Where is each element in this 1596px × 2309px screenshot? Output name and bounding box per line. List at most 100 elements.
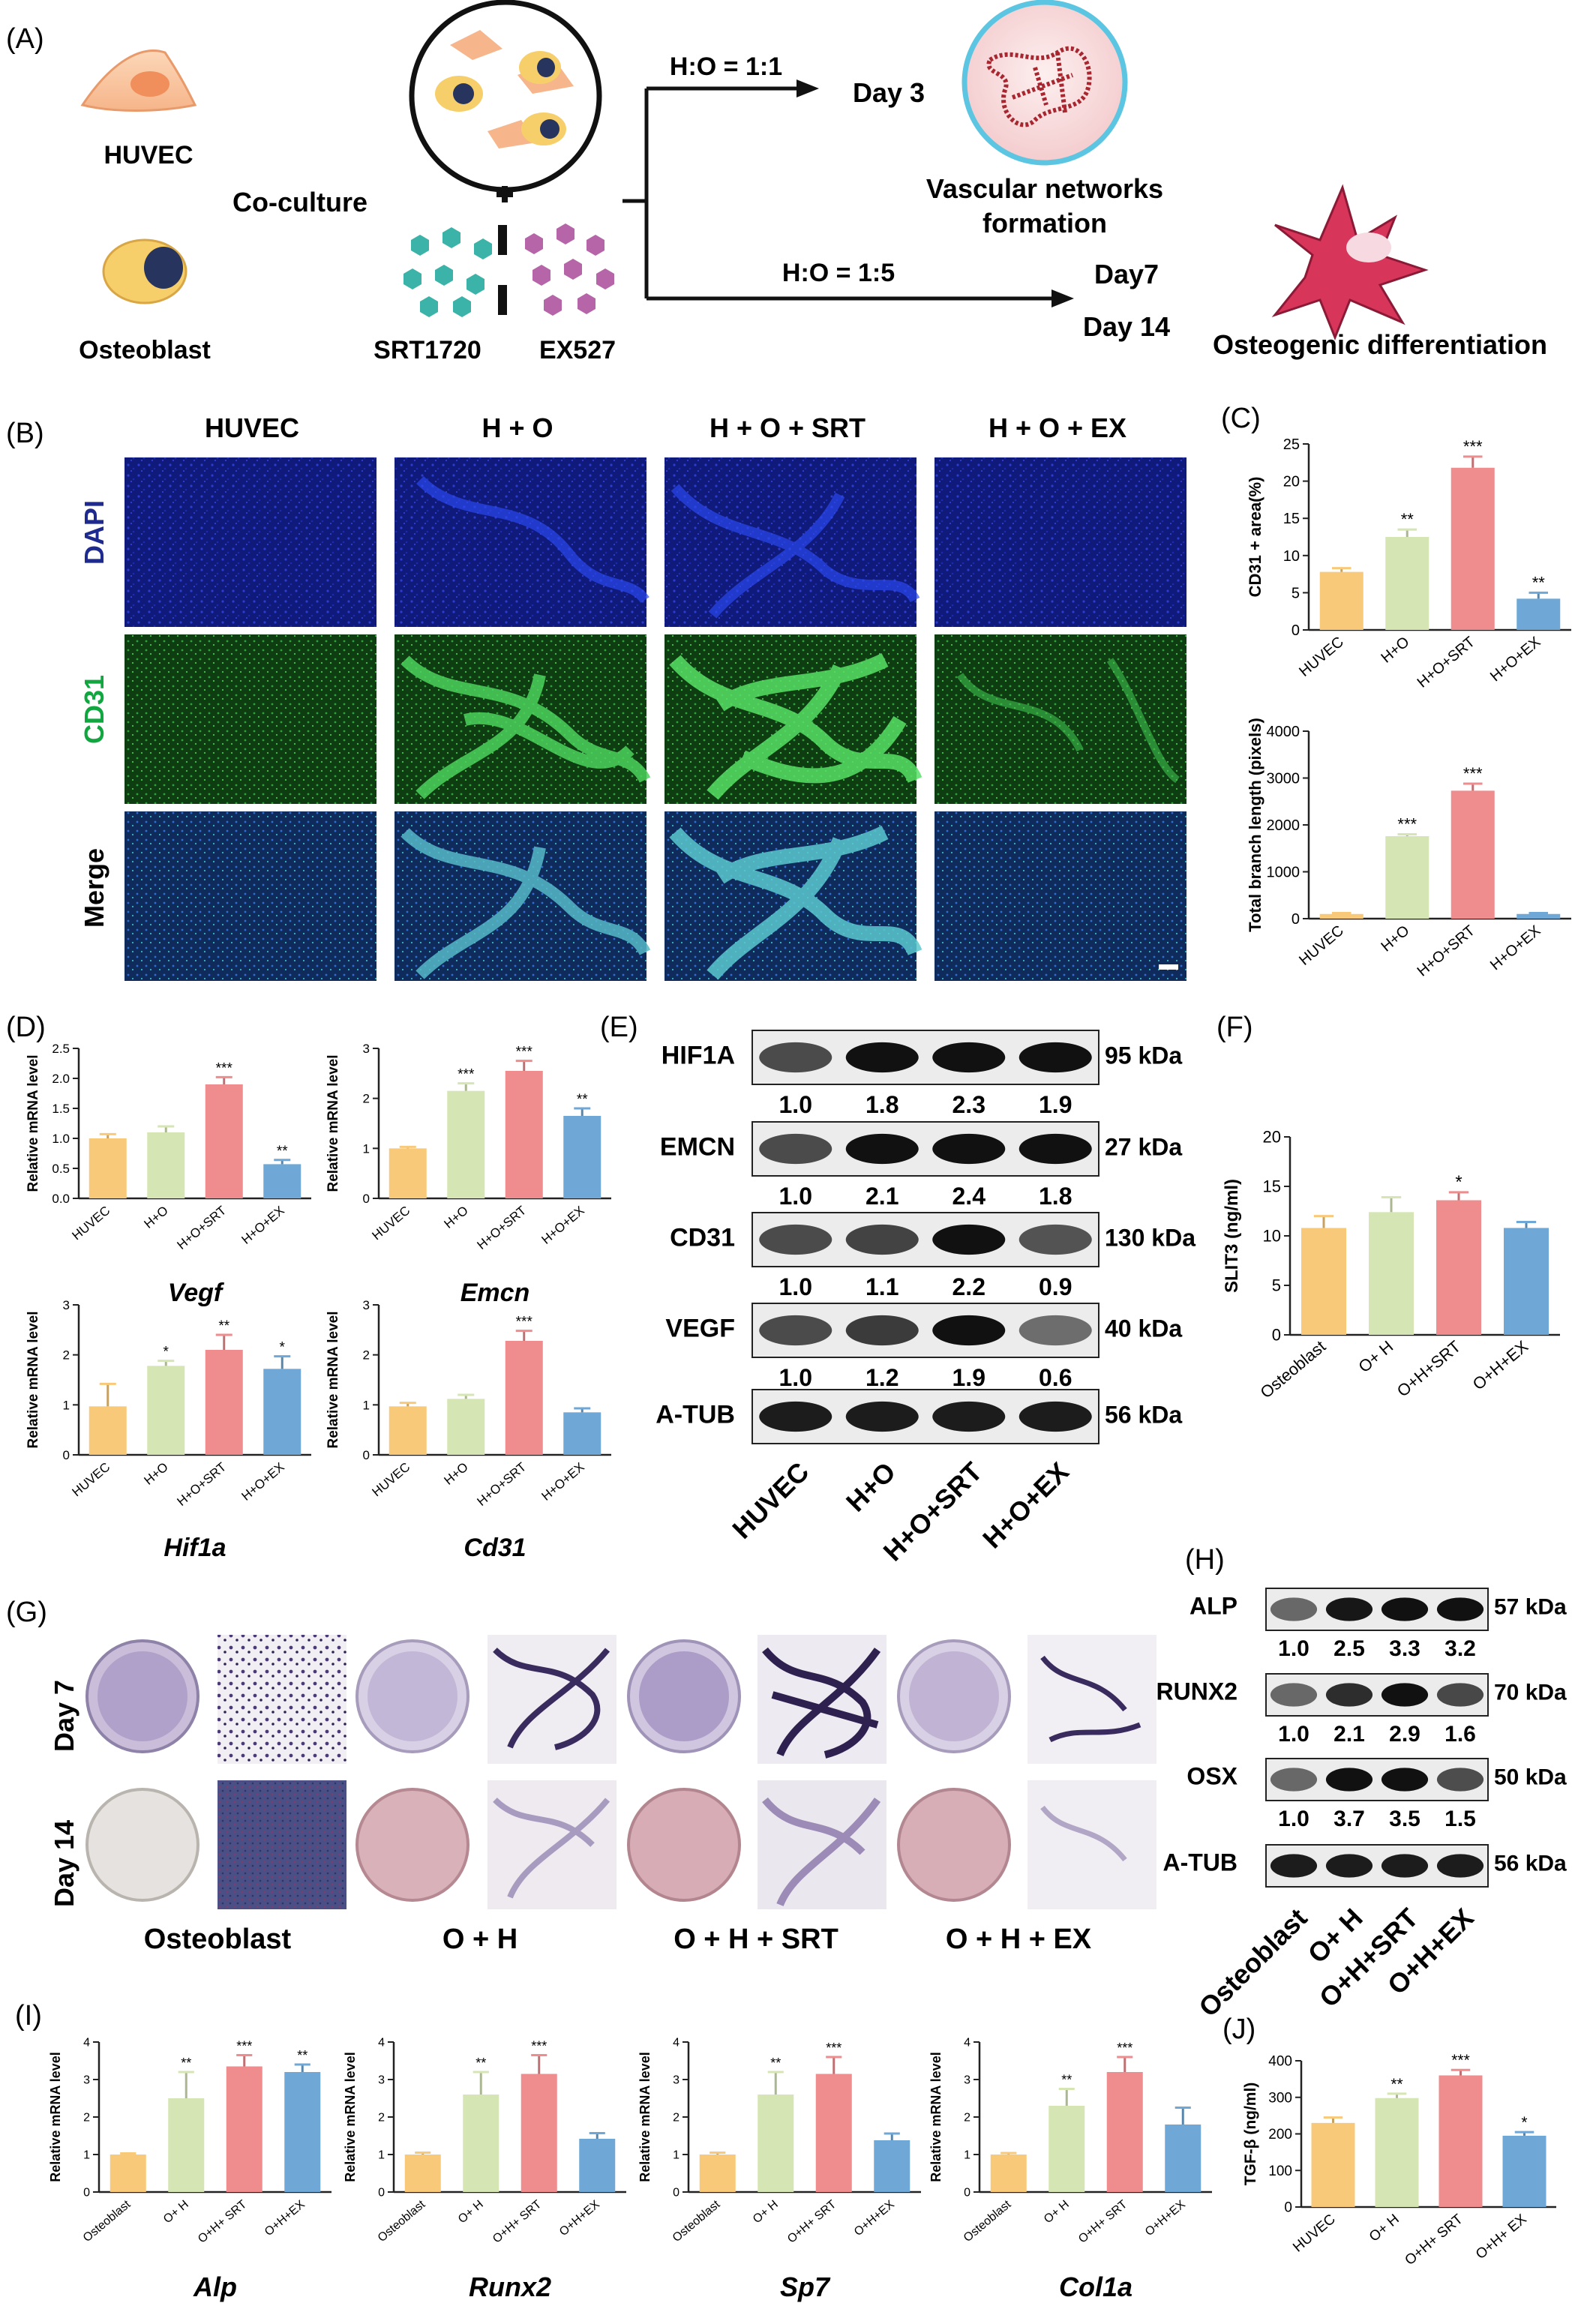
- dapi-image: [934, 457, 1186, 627]
- alp-micro-image: [1028, 1635, 1156, 1764]
- blot-band: [1436, 1854, 1484, 1878]
- bar: [1369, 1212, 1414, 1335]
- y-tick-label: 0: [1292, 911, 1300, 928]
- y-axis-title: Relative mRNA level: [26, 1054, 41, 1192]
- blot-band: [1436, 1768, 1484, 1792]
- blot-kda-label: 56 kDa: [1494, 1852, 1567, 1876]
- cell-osteoblast-label: Osteoblast: [79, 336, 211, 364]
- blot-protein-label: ALP: [1190, 1593, 1238, 1620]
- chart-title: Sp7: [780, 2272, 831, 2302]
- cd31-image: [124, 634, 376, 804]
- alp-micro-image: [218, 1635, 346, 1764]
- blot-kda-label: 56 kDa: [1105, 1402, 1182, 1429]
- bar: [1048, 2106, 1085, 2192]
- significance-marker: **: [218, 1318, 230, 1334]
- bar: [563, 1116, 602, 1198]
- panel-h-label: (H): [1185, 1544, 1225, 1576]
- x-tick-label: Osteoblast: [1257, 1337, 1330, 1402]
- y-tick-label: 2: [363, 1348, 370, 1363]
- x-tick-label: HUVEC: [1296, 634, 1347, 680]
- significance-marker: ***: [531, 2039, 547, 2054]
- y-axis-title: Relative mRNA level: [26, 1311, 41, 1448]
- x-tick-label: HUVEC: [370, 1460, 413, 1500]
- merge-image: [934, 811, 1186, 981]
- bar: [579, 2139, 616, 2192]
- y-tick-label: 0.5: [52, 1162, 70, 1176]
- x-tick-label: HUVEC: [70, 1460, 113, 1500]
- blot-ratio-label: 1.0: [779, 1091, 812, 1118]
- x-tick-label: H+O+SRT: [175, 1204, 230, 1252]
- panel-b-row-cd31: CD31: [79, 675, 110, 744]
- blot-band: [1436, 1597, 1484, 1621]
- y-tick-label: 4000: [1267, 724, 1300, 740]
- blot-kda-label: 70 kDa: [1494, 1681, 1567, 1705]
- bar: [168, 2098, 205, 2192]
- y-axis-title: Relative mRNA level: [326, 1054, 341, 1192]
- ratio-1-1-label: H:O = 1:1: [670, 52, 782, 81]
- ars-dish-image: [897, 1788, 1011, 1902]
- ars-dish-image: [86, 1788, 200, 1902]
- y-tick-label: 0: [1284, 2200, 1292, 2216]
- x-tick-label: O+H+EX: [262, 2198, 308, 2239]
- bar: [447, 1399, 485, 1455]
- bar: [263, 1164, 302, 1198]
- panel-b-col-3: H + O + SRT: [710, 412, 866, 443]
- y-tick-label: 0.0: [52, 1192, 70, 1206]
- y-tick-label: 4: [378, 2037, 385, 2050]
- blot-ratio-label: 2.1: [866, 1183, 898, 1210]
- western-blot-e: HIF1A 95 kDa 1.0 1.8 2.3 1.9 EMCN 27 kDa 1.0 2.1 2…: [656, 1030, 1196, 1567]
- separator-icon: [498, 225, 507, 255]
- x-tick-label: O+H+ SRT: [490, 2198, 544, 2246]
- y-tick-label: 100: [1268, 2164, 1292, 2179]
- chart-i-col1a: 0 1 2 3 4 Relative mRNA level Osteoblast ** O+ H…: [928, 2037, 1212, 2302]
- significance-marker: **: [770, 2056, 781, 2071]
- western-blot-h: ALP 57 kDa 1.0 2.5 3.3 3.2 RUNX2 70 kDa 1.0 2.1 2.…: [1156, 1588, 1567, 2023]
- arrow-head-icon: [796, 79, 819, 97]
- dapi-image-row: [124, 457, 1186, 627]
- chart-title: Cd31: [464, 1534, 526, 1562]
- x-tick-label: O+ H: [456, 2198, 486, 2226]
- outcome-vascular-line1: Vascular networks: [926, 173, 1163, 204]
- bar: [1165, 2125, 1202, 2192]
- day14-label: Day 14: [1083, 311, 1170, 342]
- x-tick-label: O+ H: [1366, 2212, 1402, 2245]
- ars-micro-image: [1028, 1780, 1156, 1909]
- bar: [110, 2155, 146, 2192]
- x-tick-label: H+O+SRT: [1414, 634, 1478, 691]
- y-axis-title: Relative mRNA level: [928, 2052, 944, 2182]
- x-tick-label: O+ H: [161, 2198, 191, 2226]
- y-tick-label: 3: [964, 2074, 970, 2087]
- bar: [874, 2140, 910, 2192]
- blot-ratio-label: 2.1: [1334, 1722, 1365, 1747]
- bar: [388, 1406, 427, 1455]
- y-axis-title: Total branch length (pixels): [1246, 718, 1264, 932]
- chart-c-cd31-area: 0 5 10 15 20 25 CD31 + area(%) HUVEC ** H+O *** H+O…: [1246, 436, 1571, 691]
- blot-band: [1270, 1597, 1318, 1621]
- y-tick-label: 3: [63, 1298, 70, 1312]
- significance-marker: **: [1390, 2076, 1402, 2093]
- x-tick-label: HUVEC: [1296, 922, 1347, 969]
- blot-band: [1436, 1683, 1484, 1707]
- blot-band: [1270, 1768, 1318, 1792]
- x-tick-label: H+O+EX: [1487, 922, 1544, 973]
- blot-ratio-label: 1.0: [1278, 1807, 1310, 1831]
- day3-label: Day 3: [853, 77, 925, 108]
- blot-protein-label: HIF1A: [662, 1042, 735, 1070]
- blot-protein-label: A-TUB: [656, 1401, 735, 1429]
- x-tick-label: O+ H: [1042, 2198, 1072, 2226]
- significance-marker: **: [476, 2056, 486, 2071]
- coculture-label: Co-culture: [232, 187, 368, 217]
- y-tick-label: 0: [1272, 1326, 1281, 1345]
- bar: [563, 1412, 602, 1455]
- blot-band: [845, 1133, 919, 1165]
- bar: [1502, 2135, 1546, 2207]
- panel-g-col-3: O + H + SRT: [674, 1924, 838, 1955]
- blot-kda-label: 130 kDa: [1105, 1225, 1196, 1252]
- bar: [758, 2095, 794, 2192]
- blot-ratio-label: 3.2: [1444, 1636, 1476, 1661]
- panel-j-label: (J): [1222, 2014, 1256, 2045]
- panel-g-col-4: O + H + EX: [946, 1924, 1092, 1955]
- bar: [1436, 1200, 1481, 1335]
- x-tick-label: H+O+SRT: [175, 1460, 230, 1509]
